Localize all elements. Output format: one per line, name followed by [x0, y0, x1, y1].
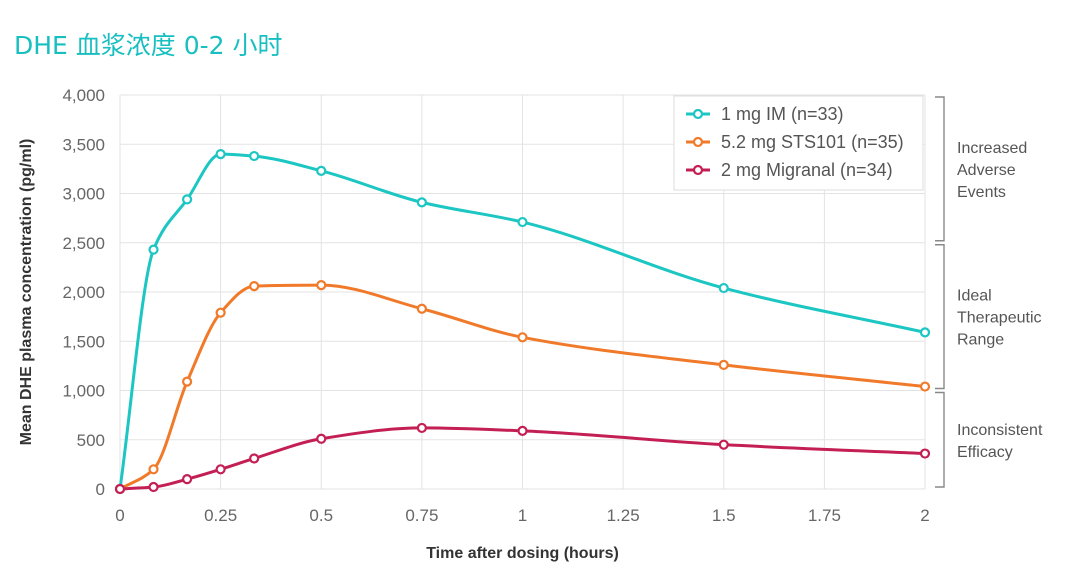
data-point-2 [517, 425, 528, 436]
data-point-2 [919, 448, 931, 459]
x-tick-label: 0.75 [405, 506, 438, 525]
data-point-1 [919, 381, 931, 392]
range-label: Ideal Therapeutic Range [957, 288, 1042, 349]
y-tick-label: 4,000 [62, 86, 105, 105]
data-point-1 [718, 359, 729, 370]
data-point-1 [416, 303, 427, 314]
x-tick-label: 0.5 [309, 506, 333, 525]
grid-lines [119, 94, 926, 490]
data-point-2 [181, 474, 193, 485]
x-tick-label: 1 [518, 506, 527, 525]
data-point-1 [215, 307, 226, 318]
data-point-2 [148, 481, 159, 493]
y-tick-label: 2,000 [62, 283, 105, 302]
data-point-0 [718, 282, 729, 294]
legend-label: 2 mg Migranal (n=34) [721, 160, 893, 180]
data-point-1 [148, 464, 159, 475]
x-axis-title: Time after dosing (hours) [426, 545, 619, 562]
data-point-0 [919, 327, 931, 338]
data-point-2 [316, 433, 327, 444]
data-point-2 [249, 453, 260, 464]
range-bracket [935, 391, 945, 488]
x-tick-label: 0.25 [204, 506, 237, 525]
data-point-0 [215, 149, 226, 160]
range-label: Increased Adverse Events [957, 140, 1027, 201]
x-tick-label: 1.25 [607, 506, 640, 525]
y-tick-label: 1,000 [62, 382, 105, 401]
data-point-2 [215, 464, 226, 475]
series-line-1 [119, 283, 926, 491]
legend-swatch-marker [692, 136, 704, 148]
x-tick-label: 1.75 [808, 506, 841, 525]
data-point-0 [316, 165, 327, 176]
data-point-0 [249, 150, 260, 162]
y-axis-title: Mean DHE plasma concentration (pg/ml) [18, 139, 35, 446]
x-tick-label: 0 [115, 506, 124, 525]
data-point-2 [416, 422, 427, 434]
range-bracket [935, 96, 945, 242]
range-bands: Increased Adverse Events Ideal Therapeutic Ra… [935, 96, 1043, 488]
x-tick-label: 2 [920, 506, 929, 525]
range-label: Inconsistent Efficacy [957, 422, 1043, 461]
y-tick-label: 3,000 [62, 185, 105, 204]
y-tick-label: 1,500 [62, 332, 105, 351]
y-tick-label: 2,500 [62, 234, 105, 253]
legend-swatch-marker [692, 164, 704, 176]
data-point-2 [114, 483, 126, 495]
chart-title: DHE 血浆浓度 0-2 小时 [14, 31, 283, 60]
data-point-0 [181, 194, 193, 205]
legend-box [673, 95, 924, 191]
data-point-1 [316, 280, 327, 291]
legend-swatch-marker [692, 108, 704, 120]
x-tick-label: 1.5 [712, 506, 736, 525]
data-point-1 [181, 376, 193, 387]
data-point-0 [517, 216, 528, 228]
y-tick-label: 500 [77, 431, 105, 450]
y-tick-label: 3,500 [62, 135, 105, 154]
legend-label: 1 mg IM (n=33) [721, 104, 844, 124]
data-point-1 [517, 332, 528, 343]
series-markers [114, 149, 931, 495]
range-bracket [935, 244, 945, 390]
data-point-1 [249, 280, 260, 292]
legend-label: 5.2 mg STS101 (n=35) [721, 132, 904, 152]
data-point-0 [416, 197, 427, 208]
data-point-0 [148, 244, 159, 255]
legend: 1 mg IM (n=33) 5.2 mg STS101 (n=35) 2 mg M… [673, 95, 924, 191]
axes: 0 500 1,000 1,500 2,000 2,500 3,000 3,500 4,000 0… [62, 86, 929, 525]
y-tick-label: 0 [96, 480, 105, 499]
data-point-2 [718, 439, 729, 450]
